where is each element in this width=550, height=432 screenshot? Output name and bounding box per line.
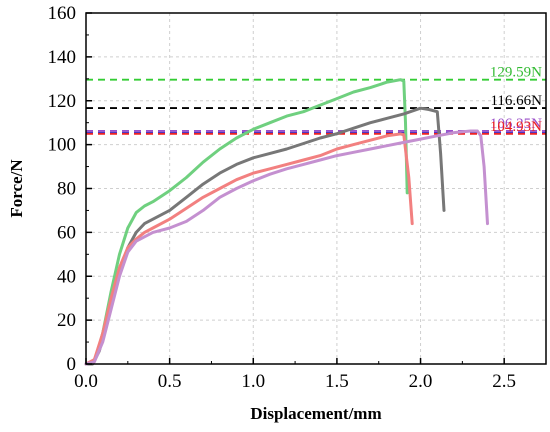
series-lines: [84, 78, 489, 366]
y-tick-label: 0: [67, 354, 77, 375]
x-tick-label: 2.0: [409, 371, 433, 392]
y-tick-label: 40: [57, 266, 76, 287]
x-tick-label: 1.0: [241, 371, 265, 392]
y-axis-title: Force/N: [7, 159, 26, 218]
x-tick-label: 0.5: [158, 371, 182, 392]
y-tick-label: 20: [57, 310, 76, 331]
x-axis-title: Displacement/mm: [250, 404, 381, 423]
axis-ticks: 0.0 0.5 1.0 1.5 2.0 2.5 0 20 40 60 80 100 120 140 160: [48, 3, 517, 392]
y-tick-label: 100: [48, 135, 77, 156]
y-tick-label: 160: [48, 3, 77, 24]
reference-label: 104.93N: [490, 119, 542, 135]
x-tick-label: 2.5: [492, 371, 516, 392]
y-tick-label: 80: [57, 179, 76, 200]
y-tick-label: 120: [48, 91, 77, 112]
series-line: [84, 132, 414, 366]
x-tick-label: 0.0: [74, 371, 98, 392]
series-line: [84, 78, 409, 366]
series-line: [84, 129, 489, 366]
x-tick-label: 1.5: [325, 371, 349, 392]
reference-label: 116.66N: [490, 93, 542, 109]
reference-label: 106.25N: [490, 116, 542, 132]
y-tick-label: 140: [48, 47, 77, 68]
reference-label: 129.59N: [490, 65, 542, 81]
grid-lines: [86, 13, 546, 364]
y-tick-label: 60: [57, 222, 76, 243]
